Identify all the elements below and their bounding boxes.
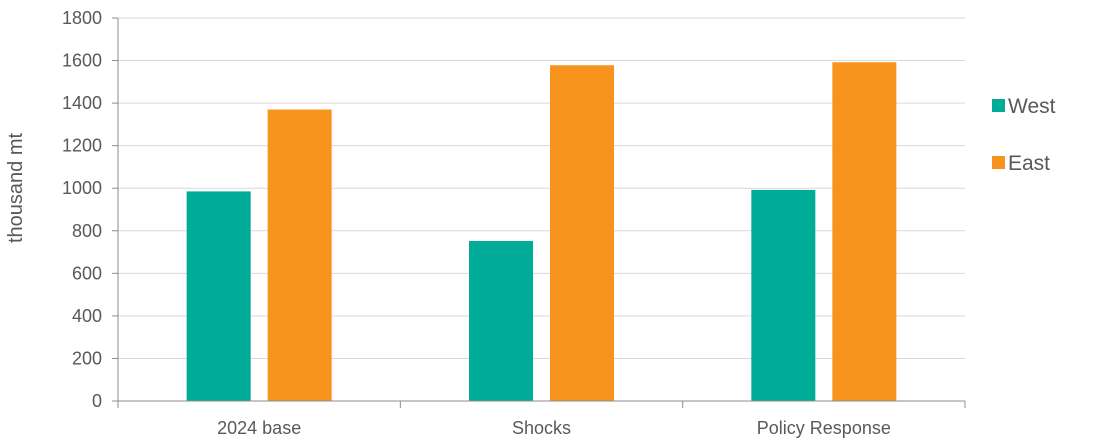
- gridlines: [118, 17, 965, 359]
- y-axis-title: thousand mt: [5, 133, 27, 244]
- bar-west-0: [186, 191, 251, 401]
- x-category-label: Shocks: [512, 418, 571, 438]
- y-tick-label: 1800: [62, 8, 102, 28]
- legend-label-east: East: [1008, 152, 1050, 175]
- tick-labels: 0 200 400 600 800 1000 1200 1400 1600 1800 2024 ba…: [62, 8, 891, 438]
- axes: [112, 17, 966, 408]
- bars: [186, 62, 897, 401]
- bar-east-0: [267, 109, 332, 401]
- bar-east-1: [550, 65, 614, 401]
- legend-label-west: West: [1008, 95, 1056, 118]
- bar-west-1: [469, 240, 533, 401]
- legend-swatch-west: [992, 99, 1005, 112]
- y-tick-label: 0: [92, 391, 102, 411]
- y-tick-label: 400: [72, 306, 102, 326]
- y-tick-label: 1600: [62, 51, 102, 71]
- legend: West East: [992, 95, 1056, 175]
- bar-east-2: [832, 62, 897, 401]
- x-category-label: Policy Response: [757, 418, 891, 438]
- y-tick-label: 600: [72, 263, 102, 283]
- y-tick-label: 800: [72, 221, 102, 241]
- x-category-label: 2024 base: [217, 418, 301, 438]
- y-tick-label: 1400: [62, 93, 102, 113]
- y-tick-label: 1200: [62, 136, 102, 156]
- y-tick-label: 1000: [62, 178, 102, 198]
- y-tick-label: 200: [72, 348, 102, 368]
- bar-west-2: [751, 189, 816, 401]
- legend-swatch-east: [992, 156, 1005, 169]
